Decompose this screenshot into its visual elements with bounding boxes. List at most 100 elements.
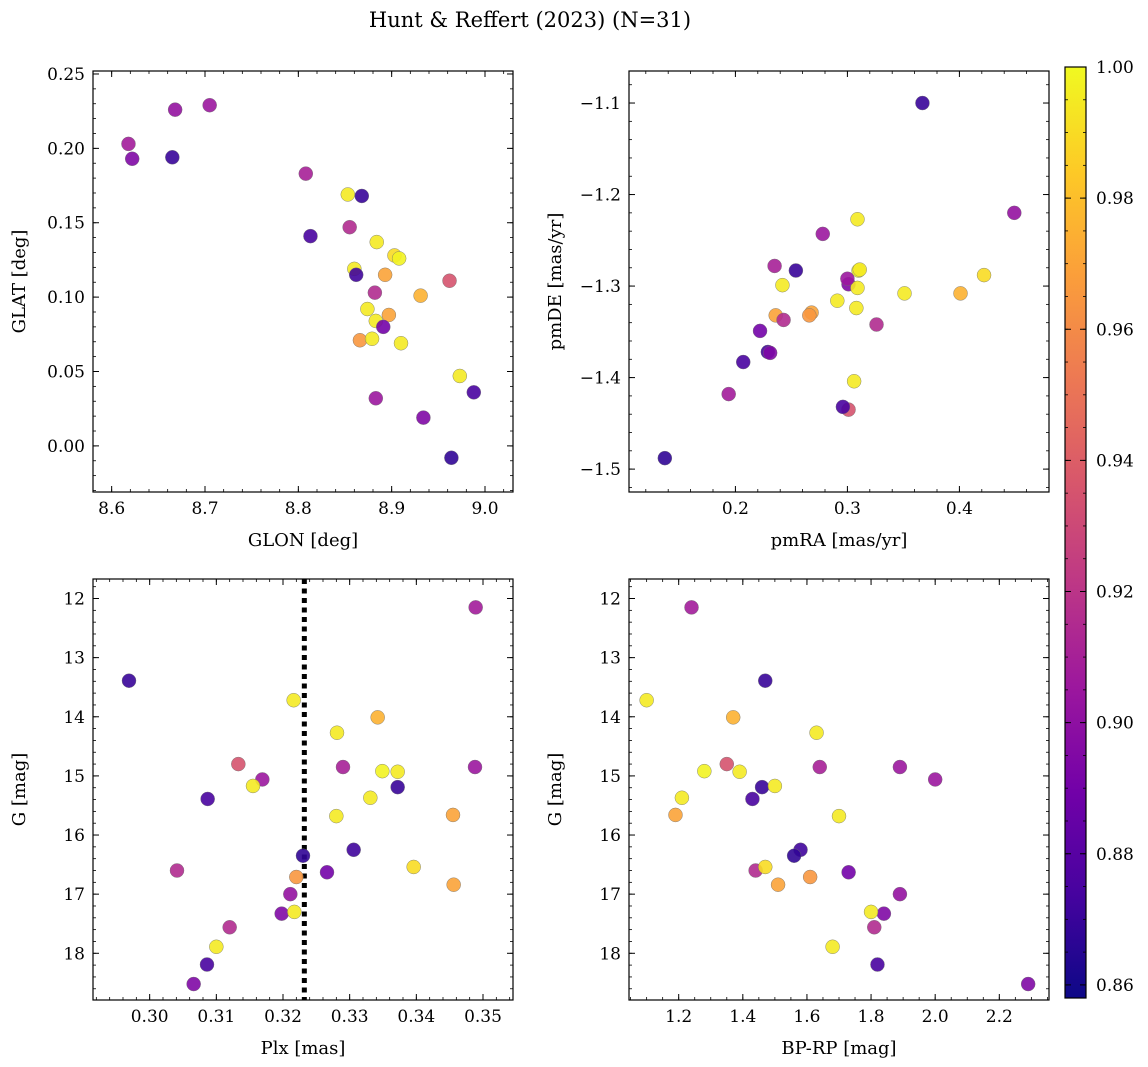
data-point-17: [367, 285, 383, 300]
data-point-20: [668, 807, 683, 823]
y-tick-label: 16: [63, 826, 85, 846]
y-tick-label: 0.20: [47, 139, 85, 159]
data-point-4: [121, 673, 137, 688]
data-point-9: [200, 791, 215, 807]
data-point-0: [202, 98, 217, 113]
data-point-11: [976, 267, 992, 283]
data-point-6: [340, 187, 355, 202]
y-tick-label: 12: [599, 590, 621, 610]
data-point-29: [466, 385, 481, 400]
x-tick-label: 2.0: [922, 1007, 949, 1027]
y-tick-label: 18: [63, 944, 85, 964]
data-point-2: [721, 386, 736, 402]
data-point-6: [809, 725, 824, 740]
colorbar-tick-label: 0.92: [1096, 583, 1134, 603]
data-point-19: [360, 301, 375, 317]
data-point-13: [831, 808, 847, 824]
data-point-12: [697, 763, 712, 779]
y-tick-label: 15: [599, 767, 621, 787]
x-tick-label: 8.7: [191, 499, 218, 519]
data-point-22: [319, 865, 335, 880]
data-point-26: [452, 368, 467, 384]
data-point-19: [363, 790, 378, 805]
data-point-0: [927, 772, 943, 787]
data-point-17: [222, 920, 237, 935]
x-tick-label: 8.9: [378, 499, 405, 519]
data-point-23: [802, 869, 818, 885]
data-point-21: [767, 778, 783, 794]
y-tick-label: 18: [599, 944, 621, 964]
data-point-29: [870, 957, 885, 972]
data-point-3: [124, 151, 140, 166]
data-point-20: [445, 807, 461, 823]
x-tick-label: 8.6: [98, 499, 125, 519]
data-point-25: [393, 336, 409, 351]
data-point-10: [369, 234, 384, 250]
data-point-14: [349, 267, 364, 283]
colorbar-tick-label: 0.98: [1096, 189, 1134, 209]
data-point-30: [786, 848, 802, 863]
data-point-22: [752, 323, 768, 339]
x-axis-label: BP-RP [mag]: [781, 1038, 896, 1059]
data-point-27: [892, 759, 908, 775]
data-point-26: [863, 904, 879, 920]
y-tick-label: 17: [599, 885, 621, 905]
data-point-9: [303, 228, 318, 244]
x-tick-label: 1.2: [665, 1007, 692, 1027]
data-point-7: [390, 779, 405, 795]
x-tick-label: 0.35: [464, 1007, 502, 1027]
colorbar-tick-label: 0.96: [1096, 320, 1134, 340]
data-point-24: [364, 331, 380, 346]
data-point-7: [754, 779, 770, 795]
data-point-5: [298, 166, 313, 181]
data-point-10: [732, 764, 747, 779]
colorbar-tick-label: 1.00: [1096, 58, 1134, 78]
data-point-27: [368, 391, 383, 406]
x-tick-label: 0.3: [834, 499, 861, 519]
data-point-16: [231, 756, 246, 772]
data-point-17: [867, 920, 882, 935]
panel-bprp-g: 1.2 1.4 1.6 1.8 2.0 2.2 12 13 14 15 16 17 18 BP-RP [m…: [545, 578, 1050, 1059]
data-point-15: [770, 877, 786, 892]
x-axis-label: Plx [mas]: [261, 1038, 346, 1059]
data-point-3: [876, 906, 892, 921]
data-point-9: [736, 354, 751, 370]
data-point-6: [850, 212, 865, 227]
data-point-4: [915, 95, 930, 111]
data-point-21: [830, 293, 845, 308]
y-tick-label: −1.3: [580, 277, 621, 297]
data-point-23: [289, 869, 304, 885]
data-point-4: [165, 150, 180, 165]
y-tick-label: −1.4: [580, 369, 621, 389]
panel-glon-glat: 8.6 8.7 8.8 8.9 9.0 0.00 0.05 0.10 0.15 0.20 0.25 G…: [9, 65, 514, 551]
y-tick-label: 0.05: [47, 363, 85, 383]
data-point-13: [775, 277, 790, 293]
data-point-18: [953, 286, 968, 301]
data-point-2: [121, 136, 136, 152]
data-point-18: [370, 710, 385, 725]
colorbar-tick-label: 0.90: [1096, 714, 1134, 734]
colorbar-tick-label: 0.88: [1096, 845, 1134, 865]
data-point-11: [406, 859, 421, 875]
colorbar-tick-label: 0.86: [1096, 976, 1134, 996]
x-tick-label: 0.31: [197, 1007, 235, 1027]
data-point-22: [376, 319, 391, 335]
data-point-28: [762, 345, 778, 361]
data-point-1: [1007, 205, 1022, 221]
data-point-2: [684, 600, 699, 615]
data-point-5: [812, 759, 827, 775]
x-tick-label: 9.0: [471, 499, 498, 519]
y-axis-label: G [mag]: [9, 753, 30, 826]
data-point-9: [745, 791, 760, 807]
colorbar-tick-label: 0.94: [1096, 451, 1134, 471]
data-point-6: [329, 725, 345, 740]
data-point-1: [892, 886, 908, 902]
data-point-19: [674, 790, 690, 805]
data-point-25: [846, 374, 862, 389]
x-tick-label: 1.8: [858, 1007, 885, 1027]
data-point-18: [413, 288, 428, 303]
y-tick-label: 14: [599, 708, 621, 728]
y-tick-label: 0.15: [47, 214, 85, 234]
data-point-13: [329, 808, 344, 824]
y-tick-label: 16: [599, 826, 621, 846]
